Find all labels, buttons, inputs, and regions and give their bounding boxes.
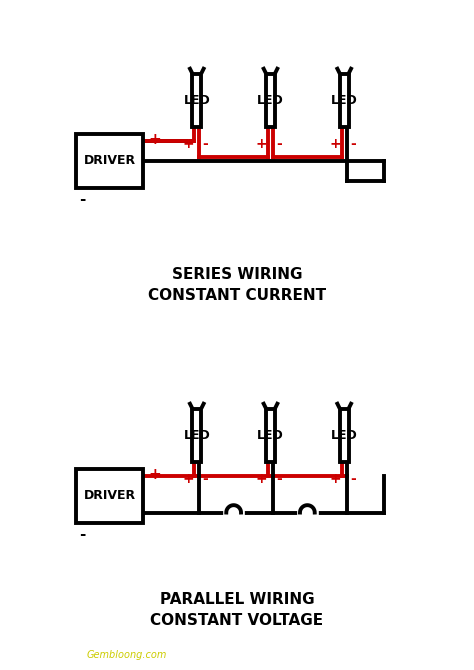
Bar [192, 409, 201, 462]
Text: DRIVER: DRIVER [83, 489, 136, 502]
Bar [340, 74, 348, 127]
Text: +: + [256, 137, 268, 151]
Text: LED: LED [331, 429, 357, 442]
Text: LED: LED [331, 94, 357, 107]
Text: LED: LED [183, 94, 210, 107]
Text: -: - [202, 137, 209, 151]
Text: +: + [182, 472, 194, 486]
Bar [192, 74, 201, 127]
Text: LED: LED [257, 429, 284, 442]
Text: PARALLEL WIRING
CONSTANT VOLTAGE: PARALLEL WIRING CONSTANT VOLTAGE [150, 592, 324, 628]
Text: -: - [202, 472, 209, 486]
Text: +: + [330, 137, 341, 151]
Text: -: - [80, 527, 86, 542]
Text: +: + [148, 131, 161, 147]
Text: -: - [80, 192, 86, 207]
Text: -: - [276, 137, 282, 151]
Text: DRIVER: DRIVER [83, 154, 136, 168]
Text: SERIES WIRING
CONSTANT CURRENT: SERIES WIRING CONSTANT CURRENT [148, 267, 326, 303]
Text: +: + [182, 137, 194, 151]
Text: +: + [148, 466, 161, 482]
Text: +: + [330, 472, 341, 486]
Bar [76, 134, 143, 188]
Bar [266, 409, 275, 462]
Text: Gembloong.com: Gembloong.com [86, 650, 167, 660]
Text: +: + [256, 472, 268, 486]
Text: -: - [276, 472, 282, 486]
Bar [340, 409, 348, 462]
Text: LED: LED [257, 94, 284, 107]
Text: LED: LED [183, 429, 210, 442]
Bar [266, 74, 275, 127]
Bar [76, 469, 143, 523]
Text: -: - [350, 472, 356, 486]
Text: -: - [350, 137, 356, 151]
